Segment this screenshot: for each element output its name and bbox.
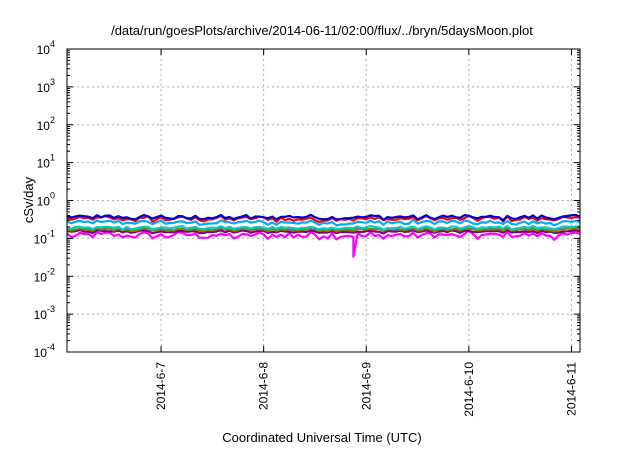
- y-tick-label: 101: [37, 153, 55, 171]
- y-tick-label: 10-2: [34, 266, 55, 284]
- x-tick-labels: 2014-6-7 2014-6-8 2014-6-9 2014-6-10 2014-6-…: [154, 362, 578, 417]
- x-axis-label: Coordinated Universal Time (UTC): [222, 430, 421, 445]
- y-tick-label: 10-1: [34, 228, 55, 246]
- y-axis-label: cSv/day: [21, 176, 36, 223]
- series-line-4: [66, 218, 581, 227]
- y-tick-label: 103: [37, 77, 55, 95]
- y-tick-label: 104: [37, 39, 55, 57]
- plot-frame: [66, 48, 581, 353]
- grid: [67, 49, 580, 352]
- y-tick-labels: 10-4 10-3 10-2 10-1 100 101 102 103 104: [34, 39, 55, 360]
- series-line-1: [66, 228, 581, 235]
- x-tick-label: 2014-6-8: [257, 362, 271, 410]
- series-line-5: [66, 214, 581, 224]
- series-line-3: [66, 224, 581, 231]
- series-line-0: [66, 229, 581, 258]
- y-tick-label: 10-4: [34, 342, 55, 360]
- series-line-6: [66, 213, 581, 222]
- series-group: [66, 213, 581, 258]
- y-tick-label: 100: [37, 191, 55, 209]
- y-tick-label: 102: [37, 115, 55, 133]
- axes: [66, 48, 581, 353]
- x-tick-label: 2014-6-10: [462, 362, 476, 417]
- x-tick-label: 2014-6-11: [564, 362, 578, 416]
- chart-title: /data/run/goesPlots/archive/2014-06-11/0…: [111, 23, 533, 38]
- x-tick-label: 2014-6-9: [359, 362, 373, 410]
- x-tick-label: 2014-6-7: [154, 362, 168, 410]
- y-tick-label: 10-3: [34, 304, 55, 322]
